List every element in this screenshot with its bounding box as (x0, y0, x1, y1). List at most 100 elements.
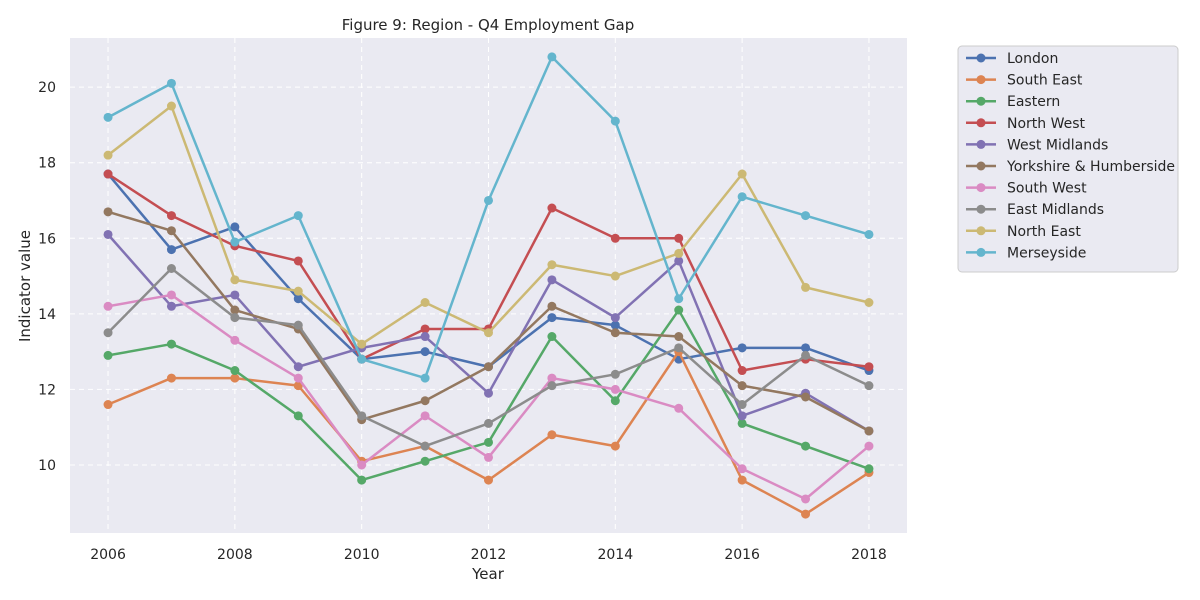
legend-swatch-marker (976, 183, 986, 193)
data-point (801, 343, 811, 353)
legend-swatch-marker (976, 204, 986, 214)
data-point (547, 381, 557, 391)
series-group (103, 52, 874, 519)
legend-label: South East (1007, 73, 1083, 89)
data-point (547, 430, 557, 440)
series-south-west (103, 290, 874, 504)
legend-item: London (966, 51, 1058, 67)
data-point (103, 112, 113, 122)
data-point (103, 169, 113, 179)
data-point (737, 411, 747, 421)
chart-title: Figure 9: Region - Q4 Employment Gap (342, 16, 635, 34)
data-point (801, 441, 811, 451)
data-point (357, 411, 367, 421)
legend-label: West Midlands (1007, 137, 1108, 153)
data-point (547, 313, 557, 323)
data-point (610, 396, 620, 406)
legend-swatch-marker (976, 75, 986, 85)
data-point (103, 350, 113, 360)
data-point (357, 354, 367, 364)
data-point (166, 263, 176, 273)
x-tick-label: 2016 (724, 547, 760, 563)
data-point (420, 324, 430, 334)
data-point (674, 343, 684, 353)
data-point (166, 290, 176, 300)
data-point (610, 384, 620, 394)
y-axis-ticks: 10 12 14 16 18 20 (38, 80, 56, 474)
data-point (801, 392, 811, 402)
legend-label: London (1007, 51, 1058, 67)
legend-label: East Midlands (1007, 202, 1104, 218)
series-west-midlands (103, 229, 874, 436)
data-point (484, 195, 493, 205)
data-point (230, 275, 240, 285)
legend-label: North East (1007, 224, 1081, 240)
data-point (864, 426, 874, 436)
data-point (103, 301, 113, 311)
data-point (293, 381, 303, 391)
data-point (166, 101, 176, 111)
data-point (610, 313, 620, 323)
data-point (166, 301, 176, 311)
data-point (420, 373, 430, 383)
data-point (103, 207, 113, 217)
data-point (484, 475, 493, 485)
legend: London South East Eastern North West West Mi… (957, 45, 1179, 273)
data-point (547, 260, 557, 270)
series-merseyside (103, 52, 874, 383)
data-point (293, 294, 303, 304)
data-point (230, 373, 240, 383)
data-point (293, 320, 303, 330)
x-tick-label: 2014 (597, 547, 633, 563)
x-tick-label: 2010 (344, 547, 380, 563)
x-axis-ticks: 2006 2008 2010 2012 2014 2016 2018 (90, 547, 887, 563)
y-tick-label: 16 (38, 231, 56, 247)
legend-swatch-marker (976, 96, 986, 106)
data-point (293, 373, 303, 383)
series-east-midlands (103, 263, 874, 451)
y-axis-label: Indicator value (16, 230, 34, 342)
data-point (737, 475, 747, 485)
data-point (230, 222, 240, 232)
data-point (293, 362, 303, 372)
data-point (420, 456, 430, 466)
x-tick-label: 2008 (217, 547, 253, 563)
legend-item: Yorkshire & Humberside (966, 159, 1175, 175)
data-point (547, 373, 557, 383)
data-point (547, 275, 557, 285)
data-point (801, 509, 811, 519)
y-tick-label: 12 (38, 382, 56, 398)
data-point (737, 169, 747, 179)
series-yorkshire-humberside (103, 207, 874, 436)
data-point (420, 441, 430, 451)
data-point (293, 411, 303, 421)
data-point (484, 418, 493, 428)
data-point (484, 328, 493, 338)
data-point (801, 211, 811, 221)
data-point (547, 301, 557, 311)
data-point (293, 211, 303, 221)
data-point (230, 366, 240, 376)
data-point (610, 116, 620, 126)
legend-swatch-marker (976, 53, 986, 63)
data-point (230, 290, 240, 300)
data-point (737, 418, 747, 428)
legend-item: Merseyside (966, 245, 1086, 261)
y-tick-label: 10 (38, 458, 56, 474)
data-point (864, 464, 874, 474)
data-point (166, 339, 176, 349)
series-north-east (103, 101, 874, 349)
data-point (166, 211, 176, 221)
legend-item: South West (966, 181, 1087, 197)
data-point (610, 441, 620, 451)
data-point (166, 245, 176, 255)
data-point (103, 229, 113, 239)
data-point (420, 411, 430, 421)
data-point (801, 350, 811, 360)
legend-item: East Midlands (966, 202, 1104, 218)
legend-item: Eastern (966, 94, 1060, 110)
data-point (864, 362, 874, 372)
data-point (674, 248, 684, 258)
data-point (674, 233, 684, 243)
data-point (801, 282, 811, 292)
